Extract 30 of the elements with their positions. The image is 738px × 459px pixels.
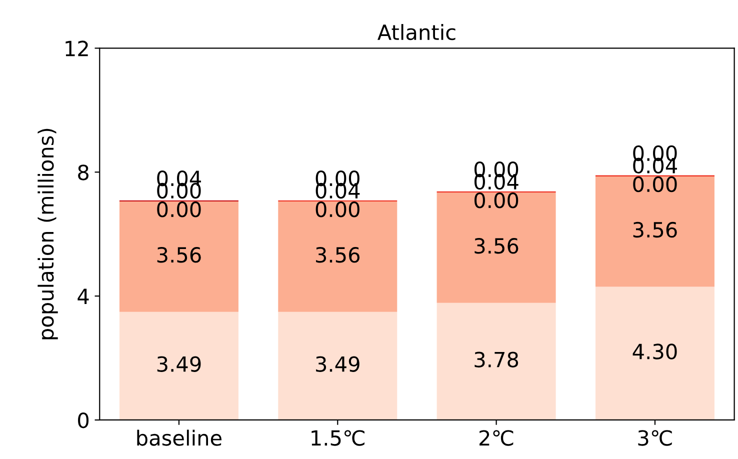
data-label: 0.00 — [316, 201, 360, 218]
data-label: 3.78 — [474, 352, 518, 368]
data-label: 3.56 — [316, 246, 360, 263]
bar — [436, 302, 556, 420]
x-tick-label: 3℃ — [638, 430, 672, 446]
bar — [278, 312, 398, 420]
data-label: 0.00 — [157, 201, 201, 218]
data-label: 0.00 — [633, 176, 677, 192]
data-label: 3.56 — [157, 246, 201, 263]
y-tick-label: 8 — [78, 164, 88, 180]
data-label: 4.30 — [632, 344, 677, 360]
data-label: 3.56 — [633, 222, 677, 238]
bar — [119, 202, 238, 312]
bar — [595, 286, 714, 420]
y-tick-label: 0 — [78, 412, 89, 428]
bar — [595, 176, 714, 287]
x-tick-label: 1.5℃ — [312, 430, 364, 446]
y-tick-label: 12 — [66, 40, 88, 56]
bar — [278, 202, 398, 312]
data-label: 0.00 — [474, 192, 518, 208]
x-tick-label: baseline — [137, 430, 222, 446]
y-tick-label: 4 — [78, 288, 89, 304]
data-label: 3.49 — [157, 356, 201, 372]
data-label: 3.56 — [474, 238, 518, 254]
y-axis-title: population (millions) — [38, 128, 58, 340]
bar — [436, 192, 556, 303]
data-label: 3.49 — [316, 356, 360, 372]
bar — [119, 312, 238, 420]
chart-title: Atlantic — [378, 24, 456, 40]
x-tick-label: 2℃ — [480, 430, 514, 446]
